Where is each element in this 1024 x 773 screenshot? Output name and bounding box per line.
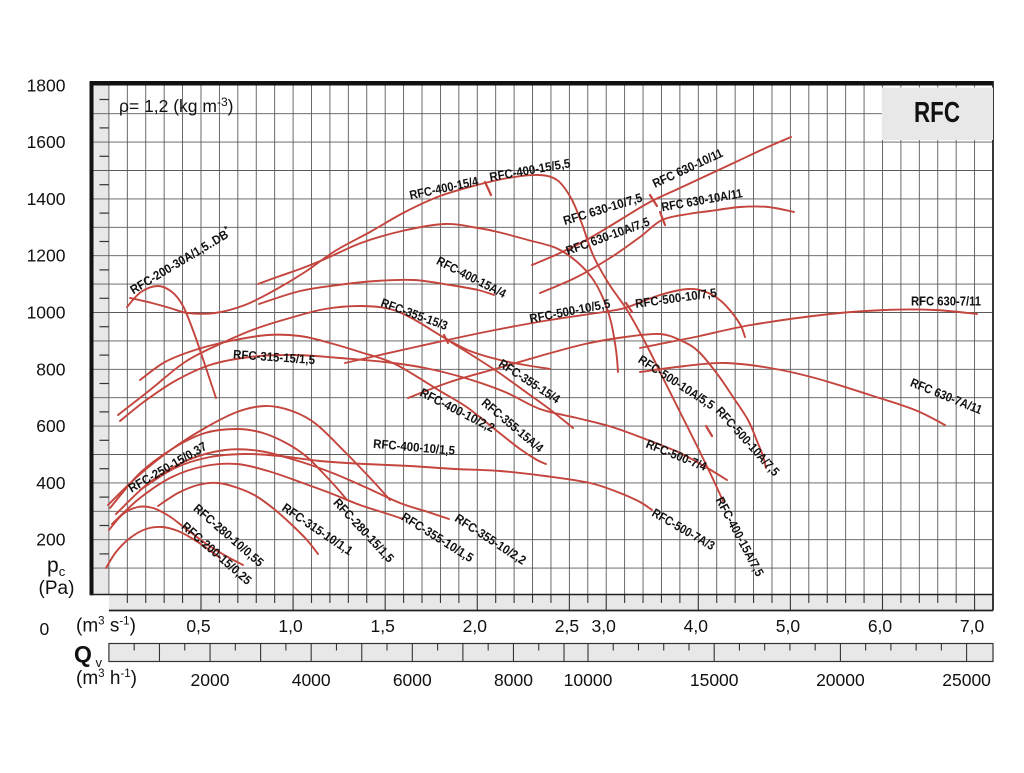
- svg-text:2,0: 2,0: [463, 616, 488, 636]
- svg-text:1600: 1600: [27, 132, 66, 152]
- svg-text:(Pa): (Pa): [39, 578, 75, 599]
- svg-text:RFC: RFC: [914, 97, 960, 129]
- svg-text:1200: 1200: [27, 246, 66, 266]
- svg-text:1800: 1800: [27, 75, 66, 95]
- svg-text:1,5: 1,5: [371, 616, 395, 636]
- svg-text:200: 200: [36, 530, 65, 550]
- svg-text:800: 800: [36, 359, 65, 379]
- svg-text:ρ= 1,2 (kg m-3): ρ= 1,2 (kg m-3): [119, 95, 233, 116]
- svg-text:20000: 20000: [816, 670, 865, 690]
- svg-text:3,0: 3,0: [592, 616, 617, 636]
- svg-text:7,0: 7,0: [960, 616, 985, 636]
- svg-text:8000: 8000: [494, 670, 533, 690]
- svg-text:RFC 630-7/11: RFC 630-7/11: [911, 294, 981, 308]
- svg-text:600: 600: [36, 416, 65, 436]
- svg-text:2,5: 2,5: [555, 616, 579, 636]
- svg-text:6000: 6000: [393, 670, 432, 690]
- svg-text:1000: 1000: [27, 303, 66, 323]
- svg-text:15000: 15000: [690, 670, 739, 690]
- svg-text:25000: 25000: [942, 670, 991, 690]
- svg-text:1,0: 1,0: [278, 616, 303, 636]
- svg-text:RFC-315-15/1,5: RFC-315-15/1,5: [233, 347, 316, 367]
- svg-text:0: 0: [40, 619, 50, 639]
- svg-text:5,0: 5,0: [776, 616, 801, 636]
- svg-text:400: 400: [36, 473, 65, 493]
- svg-text:2000: 2000: [191, 670, 230, 690]
- svg-text:4000: 4000: [292, 670, 331, 690]
- svg-text:0,5: 0,5: [186, 616, 210, 636]
- svg-text:10000: 10000: [564, 670, 613, 690]
- svg-text:6,0: 6,0: [868, 616, 893, 636]
- svg-text:4,0: 4,0: [684, 616, 709, 636]
- svg-text:1400: 1400: [27, 189, 66, 209]
